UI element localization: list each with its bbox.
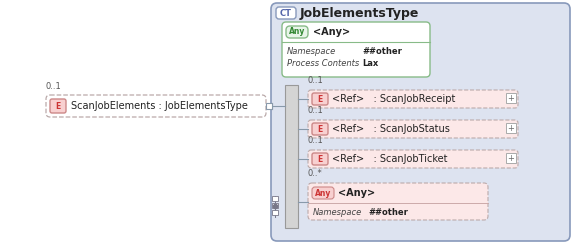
Bar: [266, 103, 272, 109]
Text: <Ref>   : ScanJobTicket: <Ref> : ScanJobTicket: [332, 154, 447, 164]
Text: ##other: ##other: [368, 208, 408, 217]
Text: Namespace: Namespace: [313, 208, 362, 217]
Bar: [272, 210, 278, 215]
FancyBboxPatch shape: [308, 183, 488, 220]
FancyBboxPatch shape: [282, 22, 430, 77]
Text: JobElementsType: JobElementsType: [300, 7, 419, 20]
Text: +: +: [508, 154, 515, 162]
Text: 0..1: 0..1: [308, 76, 324, 85]
FancyBboxPatch shape: [308, 120, 518, 138]
FancyBboxPatch shape: [46, 95, 266, 117]
Bar: [272, 203, 278, 208]
Text: E: E: [317, 95, 323, 103]
Bar: [272, 196, 278, 201]
Text: E: E: [317, 124, 323, 134]
FancyBboxPatch shape: [312, 153, 328, 165]
Text: 0..1: 0..1: [308, 136, 324, 145]
FancyBboxPatch shape: [271, 3, 570, 241]
Text: <Ref>   : ScanJobStatus: <Ref> : ScanJobStatus: [332, 124, 450, 134]
Text: E: E: [55, 101, 60, 110]
Text: +: +: [508, 123, 515, 133]
Text: 0..*: 0..*: [308, 169, 323, 178]
Text: +: +: [508, 94, 515, 102]
Text: Any: Any: [315, 188, 331, 197]
Text: <Any>: <Any>: [338, 188, 375, 198]
Text: Any: Any: [289, 27, 305, 37]
Bar: [285, 85, 298, 228]
FancyBboxPatch shape: [312, 93, 328, 105]
FancyBboxPatch shape: [308, 90, 518, 108]
Text: E: E: [317, 155, 323, 163]
Bar: [506, 153, 516, 163]
Text: Process Contents: Process Contents: [287, 59, 359, 68]
Text: 0..1: 0..1: [308, 106, 324, 115]
FancyBboxPatch shape: [50, 99, 66, 113]
Text: Namespace: Namespace: [287, 47, 336, 56]
Text: ##other: ##other: [362, 47, 402, 56]
FancyBboxPatch shape: [312, 123, 328, 135]
Text: CT: CT: [280, 9, 292, 17]
Text: Lax: Lax: [362, 59, 378, 68]
Text: ScanJobElements : JobElementsType: ScanJobElements : JobElementsType: [71, 101, 248, 111]
FancyBboxPatch shape: [308, 150, 518, 168]
FancyBboxPatch shape: [286, 26, 308, 38]
Bar: [506, 123, 516, 133]
Text: 0..1: 0..1: [46, 82, 62, 91]
FancyBboxPatch shape: [312, 187, 334, 199]
Bar: [506, 93, 516, 103]
Text: <Any>: <Any>: [313, 27, 350, 37]
FancyBboxPatch shape: [276, 7, 296, 19]
Text: <Ref>   : ScanJobReceipt: <Ref> : ScanJobReceipt: [332, 94, 455, 104]
